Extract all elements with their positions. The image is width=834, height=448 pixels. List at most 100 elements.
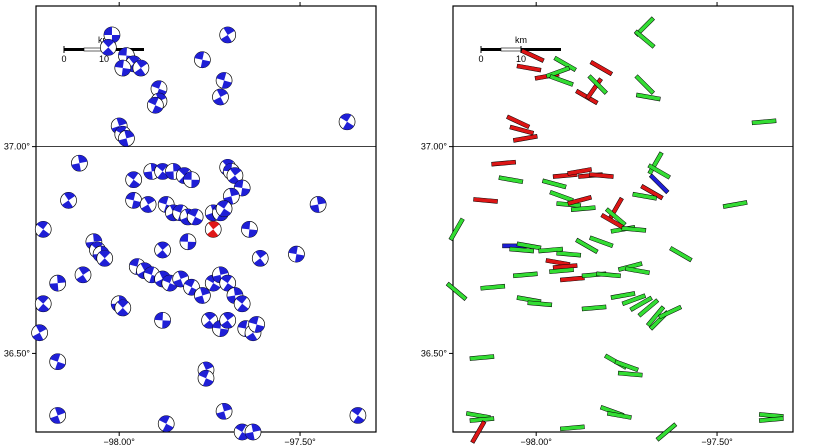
compressional-quadrant bbox=[159, 415, 170, 424]
stress-bar bbox=[647, 163, 671, 180]
compressional-quadrant bbox=[50, 353, 61, 362]
compressional-quadrant bbox=[125, 192, 136, 201]
stress-bar bbox=[589, 235, 614, 249]
compressional-quadrant bbox=[246, 332, 258, 341]
compressional-quadrant bbox=[221, 80, 232, 89]
compressional-quadrant bbox=[219, 328, 229, 337]
compressional-quadrant bbox=[241, 221, 251, 230]
focal-mechanism bbox=[125, 192, 143, 209]
stress-bar bbox=[509, 124, 535, 136]
stress-bar bbox=[634, 16, 655, 37]
stress-bar bbox=[635, 92, 661, 102]
compressional-quadrant bbox=[221, 403, 232, 412]
map-frame: 37.00° 36.50° −98.00° −97.50° bbox=[4, 2, 377, 447]
stress-bar bbox=[549, 74, 574, 87]
focal-mechanism bbox=[71, 154, 88, 172]
compressional-quadrant bbox=[203, 320, 215, 329]
focal-mechanism bbox=[114, 299, 132, 317]
lon-label: −98.00° bbox=[103, 437, 135, 447]
lon-label: −97.50° bbox=[701, 437, 733, 447]
stress-bar bbox=[625, 266, 650, 276]
compressional-quadrant bbox=[204, 312, 216, 321]
compressional-quadrant bbox=[229, 188, 240, 197]
compressional-quadrant bbox=[237, 320, 248, 329]
focal-mechanism bbox=[34, 295, 52, 313]
compressional-quadrant bbox=[129, 258, 140, 267]
focal-mechanism bbox=[288, 245, 305, 263]
scale-segment bbox=[64, 48, 84, 51]
compressional-quadrant bbox=[134, 68, 146, 77]
compressional-quadrant bbox=[143, 171, 153, 180]
compressional-quadrant bbox=[36, 221, 49, 230]
stress-bar bbox=[570, 205, 596, 212]
focal-mechanism bbox=[241, 220, 258, 238]
compressional-quadrant bbox=[102, 39, 115, 48]
compressional-quadrant bbox=[235, 295, 248, 304]
focal-mechanism bbox=[233, 295, 251, 313]
compressional-quadrant bbox=[102, 47, 114, 56]
compressional-quadrant bbox=[191, 216, 203, 225]
stress-bar bbox=[634, 74, 655, 95]
stress-bar bbox=[640, 184, 664, 201]
stress-bar bbox=[589, 59, 614, 77]
compressional-quadrant bbox=[234, 179, 244, 188]
compressional-quadrant bbox=[157, 171, 169, 180]
compressional-quadrant bbox=[76, 274, 88, 283]
scale-segment bbox=[500, 47, 522, 52]
compressional-quadrant bbox=[148, 97, 159, 106]
compressional-quadrant bbox=[165, 171, 174, 180]
stress-bar bbox=[549, 267, 574, 275]
focal-mechanism bbox=[118, 129, 135, 147]
lat-label: 37.00° bbox=[4, 142, 31, 152]
compressional-quadrant bbox=[251, 424, 261, 432]
focal-mechanism bbox=[49, 407, 67, 424]
focal-mechanism bbox=[194, 287, 211, 304]
stress-bar bbox=[506, 114, 531, 130]
focal-mechanism bbox=[96, 249, 114, 267]
compressional-quadrant bbox=[54, 407, 66, 416]
focal-mechanism bbox=[49, 353, 67, 371]
compressional-quadrant bbox=[295, 254, 305, 263]
stress-bar bbox=[512, 134, 538, 143]
focal-mechanism bbox=[74, 266, 92, 284]
focal-mechanism bbox=[244, 423, 262, 441]
compressional-quadrant bbox=[245, 432, 255, 441]
lon-label: −97.50° bbox=[284, 437, 316, 447]
focal-mechanism bbox=[132, 59, 150, 77]
compressional-quadrant bbox=[222, 159, 234, 168]
compressional-quadrant bbox=[121, 68, 131, 77]
compressional-quadrant bbox=[351, 407, 363, 416]
focal-mechanism bbox=[154, 311, 171, 329]
compressional-quadrant bbox=[227, 295, 237, 304]
focal-mechanism bbox=[179, 233, 197, 251]
compressional-quadrant bbox=[173, 204, 184, 213]
map-border bbox=[35, 5, 377, 433]
mechanism-layer bbox=[31, 26, 367, 441]
stress-bar bbox=[758, 416, 784, 423]
focal-mechanism bbox=[99, 39, 117, 56]
lon-label: −98.00° bbox=[520, 437, 552, 447]
stress-bar bbox=[606, 411, 632, 420]
compressional-quadrant bbox=[255, 250, 267, 259]
compressional-quadrant bbox=[213, 96, 225, 105]
stress-bar bbox=[596, 271, 621, 279]
focal-mechanism bbox=[219, 26, 237, 44]
map-panel-left: 37.00° 36.50° −98.00° −97.50° km 0 10 bbox=[4, 2, 377, 447]
compressional-quadrant bbox=[111, 34, 120, 43]
compressional-quadrant bbox=[162, 320, 171, 329]
focal-mechanism bbox=[49, 274, 67, 292]
compressional-quadrant bbox=[233, 287, 243, 296]
compressional-quadrant bbox=[55, 361, 66, 370]
focal-mechanism bbox=[222, 187, 240, 205]
compressional-quadrant bbox=[177, 270, 189, 279]
focal-mechanism bbox=[125, 171, 143, 189]
compressional-quadrant bbox=[200, 59, 211, 68]
stress-bar bbox=[722, 200, 748, 209]
focal-mechanism bbox=[194, 51, 211, 69]
stress-bar bbox=[648, 173, 670, 195]
compressional-quadrant bbox=[178, 167, 190, 176]
stress-bar bbox=[512, 271, 538, 279]
compressional-quadrant bbox=[77, 155, 88, 164]
compressional-quadrant bbox=[117, 307, 129, 316]
focal-mechanism bbox=[31, 324, 48, 342]
